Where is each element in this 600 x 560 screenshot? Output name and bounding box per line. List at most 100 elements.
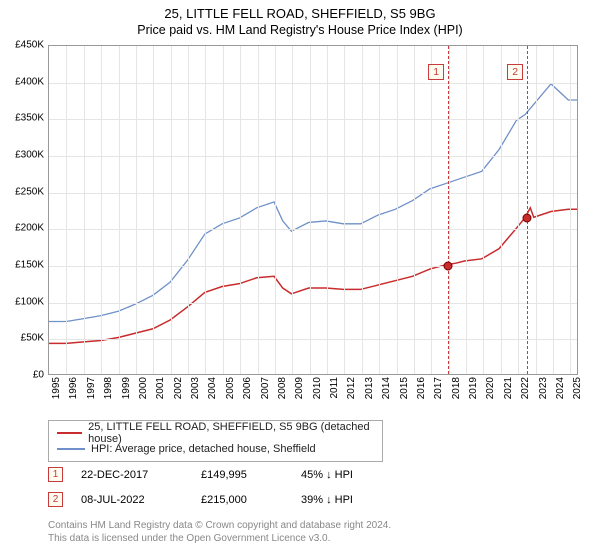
x-axis-label: 1996 bbox=[68, 377, 79, 411]
x-axis-label: 2008 bbox=[277, 377, 288, 411]
sale-badge: 1 bbox=[48, 467, 63, 482]
y-axis-label: £250K bbox=[0, 186, 44, 197]
event-badge: 2 bbox=[507, 64, 523, 80]
x-axis-label: 2020 bbox=[485, 377, 496, 411]
gridline-v bbox=[483, 46, 484, 374]
y-axis-label: £400K bbox=[0, 76, 44, 87]
y-axis-label: £300K bbox=[0, 150, 44, 161]
sale-row: 1 22-DEC-2017 £149,995 45% ↓ HPI bbox=[48, 467, 353, 482]
gridline-v bbox=[119, 46, 120, 374]
event-line bbox=[527, 46, 528, 374]
x-axis-label: 2025 bbox=[572, 377, 583, 411]
x-axis-label: 2018 bbox=[451, 377, 462, 411]
x-axis-label: 2005 bbox=[225, 377, 236, 411]
line-layer bbox=[49, 46, 577, 374]
gridline-v bbox=[570, 46, 571, 374]
chart: 12 £0£50K£100K£150K£200K£250K£300K£350K£… bbox=[0, 41, 600, 423]
x-axis-label: 1995 bbox=[51, 377, 62, 411]
gridline-v bbox=[501, 46, 502, 374]
sale-date: 08-JUL-2022 bbox=[81, 494, 201, 506]
y-axis-label: £450K bbox=[0, 40, 44, 51]
gridline-h bbox=[49, 156, 577, 157]
gridline-v bbox=[344, 46, 345, 374]
y-axis-label: £50K bbox=[0, 333, 44, 344]
sale-date: 22-DEC-2017 bbox=[81, 469, 201, 481]
series-price_paid bbox=[49, 208, 577, 344]
x-axis-label: 2006 bbox=[242, 377, 253, 411]
x-axis-label: 2000 bbox=[138, 377, 149, 411]
gridline-v bbox=[275, 46, 276, 374]
sale-row: 2 08-JUL-2022 £215,000 39% ↓ HPI bbox=[48, 492, 353, 507]
y-axis-label: £100K bbox=[0, 296, 44, 307]
gridline-h bbox=[49, 266, 577, 267]
legend-swatch bbox=[57, 432, 82, 434]
x-axis-label: 2016 bbox=[416, 377, 427, 411]
gridline-h bbox=[49, 229, 577, 230]
gridline-v bbox=[223, 46, 224, 374]
gridline-v bbox=[84, 46, 85, 374]
event-line bbox=[448, 46, 449, 374]
y-axis-label: £200K bbox=[0, 223, 44, 234]
sale-marker bbox=[444, 262, 453, 271]
x-axis-label: 2003 bbox=[190, 377, 201, 411]
x-axis-label: 2002 bbox=[173, 377, 184, 411]
sale-badge: 2 bbox=[48, 492, 63, 507]
legend-label: HPI: Average price, detached house, Shef… bbox=[91, 443, 316, 455]
x-axis-label: 2001 bbox=[155, 377, 166, 411]
plot-area: 12 bbox=[48, 45, 578, 375]
legend: 25, LITTLE FELL ROAD, SHEFFIELD, S5 9BG … bbox=[48, 420, 383, 462]
page-title: 25, LITTLE FELL ROAD, SHEFFIELD, S5 9BG bbox=[0, 0, 600, 21]
x-axis-label: 2009 bbox=[294, 377, 305, 411]
gridline-v bbox=[327, 46, 328, 374]
gridline-v bbox=[171, 46, 172, 374]
legend-swatch bbox=[57, 448, 85, 450]
gridline-h bbox=[49, 119, 577, 120]
x-axis-label: 2007 bbox=[260, 377, 271, 411]
x-axis-label: 1997 bbox=[86, 377, 97, 411]
attribution-line: Contains HM Land Registry data © Crown c… bbox=[48, 520, 391, 533]
gridline-h bbox=[49, 339, 577, 340]
sale-marker bbox=[523, 214, 532, 223]
y-axis-label: £350K bbox=[0, 113, 44, 124]
x-axis-label: 2013 bbox=[364, 377, 375, 411]
gridline-v bbox=[136, 46, 137, 374]
gridline-v bbox=[310, 46, 311, 374]
sale-delta: 45% ↓ HPI bbox=[301, 469, 353, 481]
sale-price: £215,000 bbox=[201, 494, 301, 506]
y-axis-label: £150K bbox=[0, 260, 44, 271]
gridline-v bbox=[292, 46, 293, 374]
gridline-v bbox=[518, 46, 519, 374]
gridline-v bbox=[362, 46, 363, 374]
x-axis-label: 2021 bbox=[503, 377, 514, 411]
gridline-v bbox=[240, 46, 241, 374]
gridline-v bbox=[397, 46, 398, 374]
legend-row: 25, LITTLE FELL ROAD, SHEFFIELD, S5 9BG … bbox=[57, 425, 374, 441]
x-axis-label: 2011 bbox=[329, 377, 340, 411]
gridline-h bbox=[49, 193, 577, 194]
x-axis-label: 2023 bbox=[538, 377, 549, 411]
gridline-v bbox=[258, 46, 259, 374]
gridline-v bbox=[466, 46, 467, 374]
gridline-v bbox=[153, 46, 154, 374]
x-axis-label: 2019 bbox=[468, 377, 479, 411]
y-axis-label: £0 bbox=[0, 370, 44, 381]
legend-label: 25, LITTLE FELL ROAD, SHEFFIELD, S5 9BG … bbox=[88, 421, 374, 445]
gridline-v bbox=[414, 46, 415, 374]
x-axis-label: 2024 bbox=[555, 377, 566, 411]
gridline-v bbox=[431, 46, 432, 374]
page-subtitle: Price paid vs. HM Land Registry's House … bbox=[0, 21, 600, 41]
x-axis-label: 2015 bbox=[399, 377, 410, 411]
gridline-h bbox=[49, 303, 577, 304]
attribution-line: This data is licensed under the Open Gov… bbox=[48, 533, 391, 546]
x-axis-label: 1998 bbox=[103, 377, 114, 411]
gridline-v bbox=[379, 46, 380, 374]
gridline-h bbox=[49, 83, 577, 84]
x-axis-label: 1999 bbox=[121, 377, 132, 411]
x-axis-label: 2012 bbox=[346, 377, 357, 411]
x-axis-label: 2014 bbox=[381, 377, 392, 411]
event-badge: 1 bbox=[428, 64, 444, 80]
gridline-v bbox=[553, 46, 554, 374]
gridline-v bbox=[66, 46, 67, 374]
gridline-v bbox=[101, 46, 102, 374]
gridline-v bbox=[536, 46, 537, 374]
